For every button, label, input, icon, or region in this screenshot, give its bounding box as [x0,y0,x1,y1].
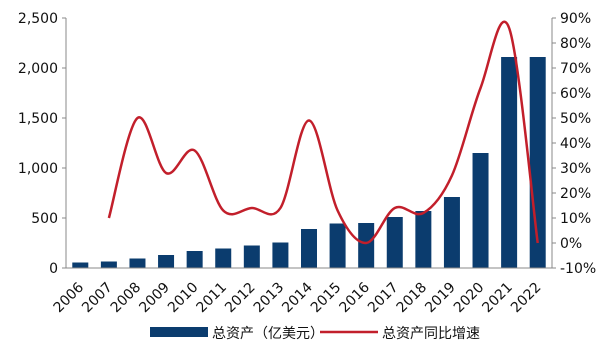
legend-label-total-assets: 总资产（亿美元） [212,326,324,342]
x-tick-label: 2018 [394,280,431,317]
right-tick-label: 30% [560,161,591,177]
bar-2017 [386,217,403,268]
bar-2014 [301,229,317,268]
x-tick-label: 2015 [308,280,345,317]
bar-2019 [443,197,460,268]
x-tick-label: 2021 [479,280,516,317]
left-tick-label: 2,000 [18,61,58,77]
bar-2013 [272,242,289,268]
x-tick-label: 2022 [508,280,545,317]
bar-series [72,57,546,268]
left-tick-label: 500 [31,211,58,227]
bar-2021 [501,57,518,268]
x-tick-label: 2006 [51,279,88,316]
bar-2015 [329,223,346,268]
bar-2007 [100,261,117,268]
left-tick-label: 1,500 [18,111,58,127]
legend: 总资产（亿美元） 总资产同比增速 [150,326,480,342]
left-tick-label: 1,000 [18,161,58,177]
right-tick-label: 20% [560,186,591,202]
bar-2006 [72,262,89,268]
right-tick-label: 10% [560,211,591,227]
legend-label-growth: 总资产同比增速 [382,326,480,342]
right-tick-label: 70% [560,61,591,77]
bar-2012 [243,245,260,268]
right-tick-label: 60% [560,86,591,102]
x-tick-label: 2017 [365,280,402,317]
x-tick-label: 2014 [279,279,316,316]
line-series [107,20,539,245]
left-tick-label: 0 [49,261,58,277]
x-tick-label: 2008 [108,280,145,317]
left-y-axis: 0 500 1,000 1,500 2,000 2,500 [18,11,67,277]
right-tick-label: -10% [560,261,596,277]
x-tick-label: 2016 [336,279,373,316]
x-axis: 2006200720082009201020112012201320142015… [51,267,552,317]
growth-line [107,20,539,245]
x-tick-label: 2020 [451,280,488,317]
bar-2009 [158,255,175,268]
x-tick-label: 2019 [422,280,459,317]
right-tick-label: 90% [560,11,591,27]
right-tick-label: 40% [560,136,591,152]
bar-2011 [215,248,232,268]
bar-2016 [358,223,375,268]
bar-2010 [186,251,203,268]
left-tick-label: 2,500 [18,11,58,27]
right-y-axis: -10% 0% 10% 20% 30% 40% 50% 60% 70% 80% 90% [551,11,596,277]
x-tick-label: 2007 [79,280,116,317]
legend-swatch-total-assets [150,327,208,337]
x-tick-label: 2010 [165,280,202,317]
x-tick-label: 2012 [222,280,259,317]
x-tick-label: 2009 [136,280,173,317]
x-tick-label: 2011 [194,280,231,317]
bar-2020 [472,153,489,268]
bar-2008 [129,258,146,268]
bar-2018 [415,211,432,268]
right-tick-label: 80% [560,36,591,52]
right-tick-label: 0% [560,236,582,252]
x-tick-label: 2013 [251,280,288,317]
right-tick-label: 50% [560,111,591,127]
